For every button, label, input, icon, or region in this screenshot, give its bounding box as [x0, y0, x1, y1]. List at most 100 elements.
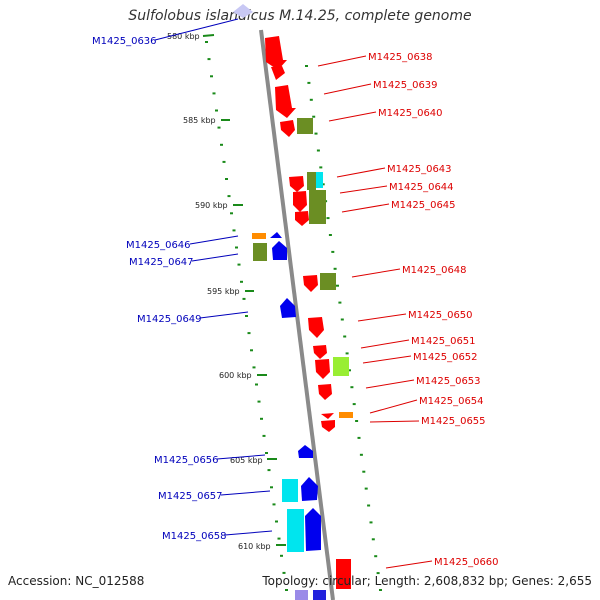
gene-0645a-arrow[interactable] — [295, 211, 309, 226]
gene-0648a-arrow[interactable] — [303, 275, 318, 292]
gene-0651-arrow[interactable] — [313, 345, 327, 359]
label-m1425-0656[interactable]: M1425_0656 — [154, 455, 219, 466]
gene-features — [233, 4, 353, 600]
tick-dot — [240, 280, 243, 283]
gene-0639-arrow[interactable] — [275, 85, 296, 118]
gene-0654-orange-block[interactable] — [339, 412, 353, 418]
leader-0656 — [216, 454, 266, 460]
ruler-label-590: 590 kbp — [195, 201, 228, 210]
gene-0647-blue-arrow[interactable] — [272, 241, 287, 260]
label-m1425-0657[interactable]: M1425_0657 — [158, 491, 223, 502]
label-m1425-0643[interactable]: M1425_0643 — [387, 164, 452, 175]
tick-dot — [272, 503, 276, 506]
gene-0640-block[interactable] — [297, 118, 313, 134]
label-m1425-0652[interactable]: M1425_0652 — [413, 352, 478, 363]
tick-dot — [362, 470, 366, 473]
gene-0647-olive-block[interactable] — [253, 243, 267, 261]
gene-0646-orange-block[interactable] — [252, 233, 266, 239]
gene-0657-cyan-block[interactable] — [282, 479, 298, 502]
label-m1425-0645[interactable]: M1425_0645 — [391, 200, 456, 211]
label-m1425-0636[interactable]: M1425_0636 — [92, 36, 157, 47]
gene-0643a-arrow[interactable] — [289, 176, 304, 192]
tick-dot — [255, 383, 258, 386]
tick-dot — [376, 572, 380, 575]
tick-dot — [267, 469, 271, 472]
gene-0658-blue-arrow[interactable] — [305, 508, 321, 551]
tick-dot — [367, 504, 371, 507]
leader-0658 — [224, 530, 273, 536]
gene-0660-block[interactable] — [336, 559, 351, 589]
tick-dot — [237, 263, 241, 266]
gene-0646-blue-arrow[interactable] — [270, 232, 282, 238]
label-m1425-0655[interactable]: M1425_0655 — [421, 416, 486, 427]
gene-0640a-arrow[interactable] — [280, 120, 295, 137]
gene-arrow-lavender[interactable] — [233, 4, 253, 18]
gene-0648-olive-block[interactable] — [320, 273, 336, 290]
gene-0645-olive-block[interactable] — [309, 190, 326, 224]
tick-dot — [340, 318, 344, 321]
tick-dot — [336, 284, 339, 287]
label-m1425-0651[interactable]: M1425_0651 — [411, 336, 476, 347]
tick-dot — [326, 217, 330, 220]
tick-dot — [307, 81, 311, 84]
leader-0654 — [369, 399, 418, 414]
tick-dot — [245, 315, 248, 317]
label-m1425-0654[interactable]: M1425_0654 — [419, 396, 484, 407]
tick-dot — [282, 571, 286, 574]
tick-dot — [225, 178, 228, 180]
gene-0643-cyan-block[interactable] — [315, 172, 323, 188]
gene-0657-blue-arrow[interactable] — [301, 477, 318, 501]
tick-dot — [280, 554, 283, 557]
gene-bottom-blue-block[interactable] — [313, 590, 326, 600]
gene-0652-arrow[interactable] — [315, 359, 330, 379]
gene-0653-arrow[interactable] — [318, 384, 332, 400]
label-m1425-0640[interactable]: M1425_0640 — [378, 108, 443, 119]
tick-dot — [217, 126, 221, 129]
gene-0649-blue-arrow[interactable] — [280, 298, 296, 318]
gene-0644-olive-block[interactable] — [307, 172, 316, 190]
label-m1425-0650[interactable]: M1425_0650 — [408, 310, 473, 321]
ruler-label-585: 585 kbp — [183, 116, 216, 125]
leader-0653 — [365, 379, 415, 389]
tick-dot — [220, 143, 223, 146]
tick-dot — [352, 403, 356, 406]
label-m1425-0660[interactable]: M1425_0660 — [434, 557, 499, 568]
label-m1425-0653[interactable]: M1425_0653 — [416, 376, 481, 387]
tick-dot — [205, 41, 208, 43]
gene-bottom-lavender-block[interactable] — [295, 590, 308, 600]
gene-0644a-arrow[interactable] — [293, 191, 307, 212]
label-m1425-0648[interactable]: M1425_0648 — [402, 265, 467, 276]
tick-dot — [338, 301, 342, 304]
tick-dot — [309, 98, 313, 101]
left-gene-labels: M1425_0636 M1425_0646 M1425_0647 M1425_0… — [92, 18, 273, 542]
gene-0654-arrow[interactable] — [321, 413, 334, 419]
gene-0652-lime-block[interactable] — [333, 357, 349, 376]
tick-dot — [260, 417, 263, 420]
gene-0655-arrow[interactable] — [321, 420, 335, 432]
label-m1425-0658[interactable]: M1425_0658 — [162, 531, 227, 542]
gene-0658-cyan-block[interactable] — [287, 509, 304, 552]
label-m1425-0644[interactable]: M1425_0644 — [389, 182, 454, 193]
leader-0657 — [220, 490, 271, 496]
gene-0638-arrow[interactable] — [265, 36, 287, 70]
tick-dot — [257, 400, 261, 403]
tick-dot — [285, 589, 288, 591]
label-m1425-0638[interactable]: M1425_0638 — [368, 52, 433, 63]
gene-0650-arrow[interactable] — [308, 317, 324, 338]
accession-text: Accession: NC_012588 — [8, 574, 145, 588]
gene-0638b-arrow[interactable] — [271, 66, 285, 80]
label-m1425-0647[interactable]: M1425_0647 — [129, 257, 194, 268]
tick-dot — [369, 521, 373, 524]
leader-0652 — [362, 355, 412, 364]
label-m1425-0646[interactable]: M1425_0646 — [126, 240, 191, 251]
leader-0646 — [189, 235, 239, 245]
label-m1425-0639[interactable]: M1425_0639 — [373, 80, 438, 91]
leader-0636 — [154, 18, 239, 41]
right-gene-labels: M1425_0638 M1425_0639 M1425_0640 M1425_0… — [317, 52, 499, 569]
label-m1425-0649[interactable]: M1425_0649 — [137, 314, 202, 325]
tick-dot — [314, 132, 318, 135]
tick-dot — [321, 183, 325, 186]
ruler-tick-600: 600 kbp — [219, 371, 267, 380]
gene-0656-blue-arrow[interactable] — [298, 445, 313, 458]
